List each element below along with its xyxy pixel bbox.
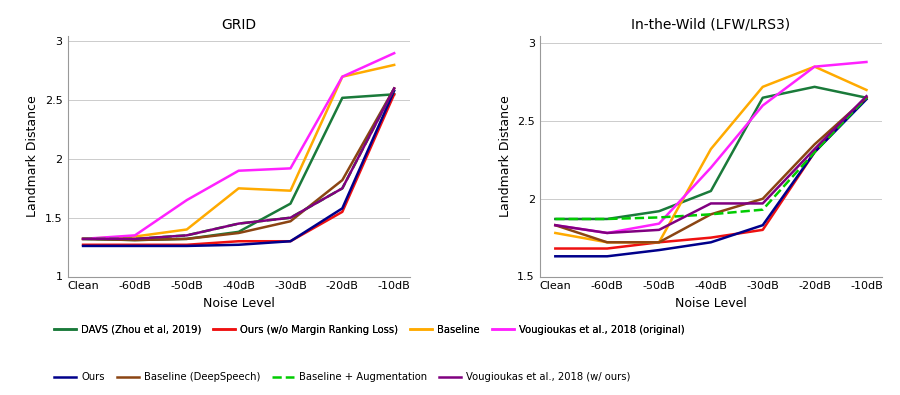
Y-axis label: Landmark Distance: Landmark Distance bbox=[499, 95, 511, 217]
Y-axis label: Landmark Distance: Landmark Distance bbox=[26, 95, 40, 217]
X-axis label: Noise Level: Noise Level bbox=[202, 297, 274, 310]
Title: In-the-Wild (LFW/LRS3): In-the-Wild (LFW/LRS3) bbox=[631, 18, 790, 32]
Legend: Ours, Baseline (DeepSpeech), Baseline + Augmentation, Vougioukas et al., 2018 (w: Ours, Baseline (DeepSpeech), Baseline + … bbox=[50, 368, 634, 386]
Legend: DAVS (Zhou et al, 2019), Ours (w/o Margin Ranking Loss), Baseline, Vougioukas et: DAVS (Zhou et al, 2019), Ours (w/o Margi… bbox=[50, 321, 688, 339]
Title: GRID: GRID bbox=[221, 18, 256, 32]
X-axis label: Noise Level: Noise Level bbox=[675, 297, 747, 310]
